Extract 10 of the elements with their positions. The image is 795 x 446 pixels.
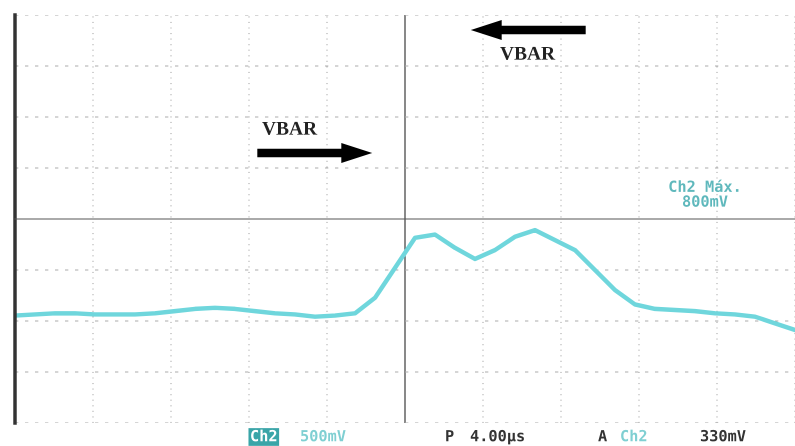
text: Ch2: [251, 430, 276, 442]
text: VBAR: [262, 122, 318, 135]
text: 330mV: [700, 430, 746, 442]
text: 4.00µs: [470, 430, 524, 444]
text: A: [598, 430, 607, 442]
text: VBAR: [500, 46, 556, 60]
text: Ch2: [621, 430, 646, 442]
text: P: [446, 430, 454, 442]
text: Ch2 Máx. 800mV: [669, 180, 738, 207]
text: 500mV: [301, 430, 346, 442]
